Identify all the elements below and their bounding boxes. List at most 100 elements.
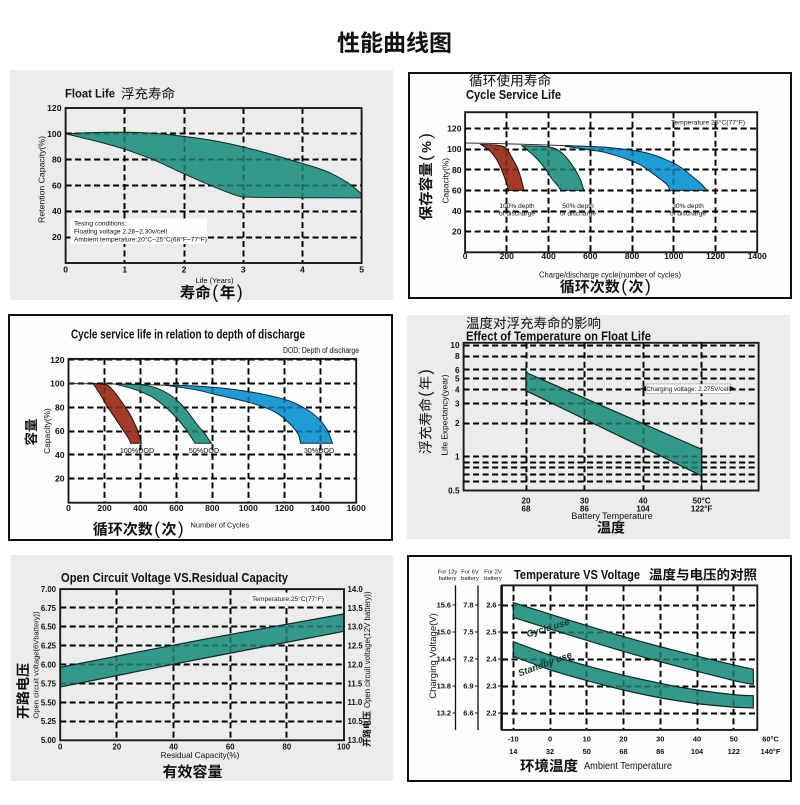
svg-text:104: 104 <box>636 505 650 514</box>
svg-text:7.5: 7.5 <box>463 628 473 637</box>
svg-text:Number of Cycles: Number of Cycles <box>191 521 250 530</box>
svg-text:0: 0 <box>58 743 63 752</box>
svg-text:1: 1 <box>455 453 460 462</box>
svg-text:Charge/discharge cycle(number: Charge/discharge cycle(number of cycles) <box>539 271 681 280</box>
svg-text:): ) <box>237 282 243 302</box>
svg-text:Temperature:25°C(77°F): Temperature:25°C(77°F) <box>252 595 324 603</box>
svg-text:1600: 1600 <box>347 503 366 513</box>
svg-text:of discharge: of discharge <box>670 211 706 218</box>
svg-text:86: 86 <box>656 747 664 756</box>
svg-text:Cycle service life in relation: Cycle service life in relation to depth … <box>71 328 305 342</box>
svg-text:2.3: 2.3 <box>486 682 496 691</box>
svg-text:13.0: 13.0 <box>348 623 364 632</box>
svg-text:15.6: 15.6 <box>437 601 451 610</box>
svg-text:14: 14 <box>509 747 518 756</box>
svg-text:120: 120 <box>50 355 65 365</box>
svg-text:800: 800 <box>625 251 640 261</box>
svg-text:0: 0 <box>66 503 71 513</box>
svg-text:600: 600 <box>169 503 184 513</box>
svg-text:140°F: 140°F <box>761 747 781 756</box>
svg-text:20: 20 <box>452 227 462 237</box>
svg-text:2.5: 2.5 <box>486 628 496 637</box>
svg-text:1000: 1000 <box>664 251 683 261</box>
svg-text:13.5: 13.5 <box>348 604 364 613</box>
svg-text:1200: 1200 <box>275 503 294 513</box>
svg-text:): ) <box>417 369 435 374</box>
svg-text:1400: 1400 <box>748 251 767 261</box>
svg-text:-10: -10 <box>508 735 519 744</box>
svg-text:4: 4 <box>300 265 305 275</box>
svg-text:800: 800 <box>205 503 220 513</box>
svg-text:Ambient temperature:20°C~25°C(: Ambient temperature:20°C~25°C(68°F~77°F) <box>74 236 207 244</box>
svg-text:80: 80 <box>52 155 62 165</box>
svg-text:5: 5 <box>455 375 460 384</box>
svg-text:40: 40 <box>169 743 178 752</box>
svg-text:Temperature VS Voltage: Temperature VS Voltage <box>514 567 640 582</box>
svg-text:2.2: 2.2 <box>486 709 496 718</box>
svg-text:(: ( <box>417 391 435 397</box>
svg-text:20: 20 <box>522 497 531 506</box>
svg-text:20: 20 <box>619 735 627 744</box>
svg-text:50: 50 <box>583 747 591 756</box>
svg-text:400: 400 <box>133 503 148 513</box>
svg-text:For 6V: For 6V <box>461 570 479 576</box>
svg-text:60°C: 60°C <box>762 735 779 744</box>
svg-text:50% depth: 50% depth <box>562 203 594 210</box>
svg-text:For 12y: For 12y <box>438 570 458 576</box>
svg-text:Cycle Service Life: Cycle Service Life <box>466 88 561 102</box>
svg-text:6.00: 6.00 <box>41 661 57 670</box>
svg-text:2: 2 <box>455 419 460 428</box>
svg-text:1000: 1000 <box>239 503 258 513</box>
svg-text:100: 100 <box>447 144 462 154</box>
svg-text:5.75: 5.75 <box>41 679 57 688</box>
svg-text:40: 40 <box>693 735 701 744</box>
svg-text:40: 40 <box>452 206 462 216</box>
svg-text:6.25: 6.25 <box>41 642 57 651</box>
svg-text:30%DOD: 30%DOD <box>304 446 334 455</box>
svg-text:%: % <box>419 141 434 153</box>
svg-text:battery: battery <box>461 576 479 582</box>
svg-text:Capacity(%): Capacity(%) <box>440 158 450 204</box>
svg-text:Ambient Temperature: Ambient Temperature <box>584 760 672 772</box>
svg-text:Floating voltage 2.26~2.30v/ce: Floating voltage 2.26~2.30v/cell <box>74 229 167 236</box>
svg-text:14.4: 14.4 <box>437 655 452 664</box>
svg-text:Charging voltage: 2.275V/cell: Charging voltage: 2.275V/cell <box>646 386 730 393</box>
svg-text:68: 68 <box>522 505 531 514</box>
svg-text:Open circuit voltage(12V batte: Open circuit voltage(12V battery)) <box>363 591 372 708</box>
svg-text:60: 60 <box>452 185 462 195</box>
svg-text:600: 600 <box>583 251 598 261</box>
svg-text:122: 122 <box>728 747 740 756</box>
svg-text:60: 60 <box>52 180 62 190</box>
svg-text:10.5: 10.5 <box>348 717 364 726</box>
svg-text:Open Circuit Voltage VS.Residu: Open Circuit Voltage VS.Residual Capacit… <box>61 571 288 585</box>
svg-text:30: 30 <box>656 735 664 744</box>
svg-text:3: 3 <box>455 399 460 408</box>
svg-text:Battery Temperature: Battery Temperature <box>571 511 652 521</box>
svg-text:5.25: 5.25 <box>41 717 57 726</box>
svg-text:100%DOD: 100%DOD <box>120 446 154 455</box>
svg-text:Retention Capacity(%): Retention Capacity(%) <box>37 136 47 223</box>
svg-text:Temperature 25°C(77°F): Temperature 25°C(77°F) <box>671 119 745 127</box>
svg-text:6.6: 6.6 <box>463 709 473 718</box>
svg-text:(: ( <box>621 276 627 296</box>
svg-text:11.5: 11.5 <box>348 679 363 688</box>
svg-text:120: 120 <box>447 124 462 134</box>
svg-text:(: ( <box>154 519 160 539</box>
svg-text:400: 400 <box>541 251 556 261</box>
svg-text:5: 5 <box>359 265 364 275</box>
svg-text:1400: 1400 <box>311 503 330 513</box>
svg-text:Tesing conditions:: Tesing conditions: <box>74 221 127 228</box>
svg-text:15.0: 15.0 <box>437 628 451 637</box>
svg-text:6: 6 <box>455 366 460 375</box>
svg-text:14.0: 14.0 <box>348 585 364 594</box>
svg-text:0: 0 <box>463 251 468 261</box>
svg-text:30% depth: 30% depth <box>672 203 704 210</box>
svg-text:100: 100 <box>47 129 62 139</box>
svg-text:13.2: 13.2 <box>437 709 451 718</box>
svg-text:0: 0 <box>63 265 68 275</box>
svg-text:0: 0 <box>548 735 552 744</box>
svg-text:200: 200 <box>500 251 515 261</box>
svg-text:): ) <box>178 519 184 539</box>
svg-text:11.0: 11.0 <box>348 698 363 707</box>
svg-text:12.5: 12.5 <box>348 642 364 651</box>
